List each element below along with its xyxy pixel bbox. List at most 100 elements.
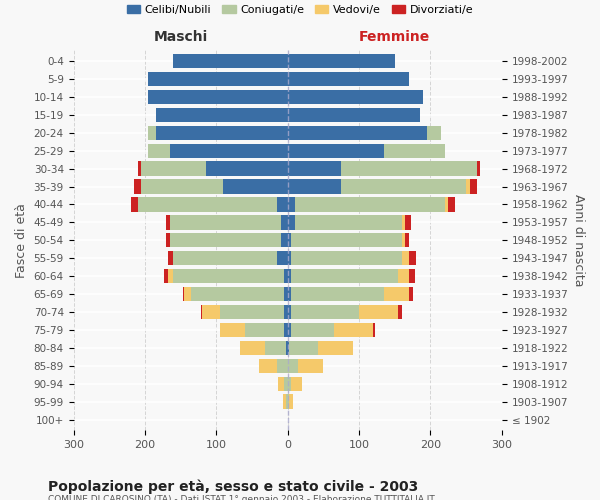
Text: Popolazione per età, sesso e stato civile - 2003: Popolazione per età, sesso e stato civil…: [48, 480, 418, 494]
Bar: [245, 323, 284, 337]
Bar: [166, 215, 170, 230]
Bar: [287, 376, 291, 391]
Bar: [283, 394, 286, 409]
Bar: [223, 180, 287, 194]
Bar: [287, 180, 341, 194]
Bar: [220, 305, 284, 319]
Bar: [291, 323, 334, 337]
Bar: [287, 126, 427, 140]
Bar: [402, 233, 406, 248]
Bar: [384, 287, 409, 301]
Bar: [398, 305, 402, 319]
Text: COMUNE DI CAROSINO (TA) - Dati ISTAT 1° gennaio 2003 - Elaborazione TUTTITALIA.I: COMUNE DI CAROSINO (TA) - Dati ISTAT 1° …: [48, 495, 435, 500]
Bar: [334, 323, 373, 337]
Bar: [284, 287, 287, 301]
Bar: [384, 144, 445, 158]
Bar: [170, 144, 287, 158]
Bar: [173, 54, 287, 68]
Bar: [287, 54, 395, 68]
Bar: [295, 215, 402, 230]
Bar: [287, 358, 298, 373]
Bar: [191, 287, 284, 301]
Bar: [287, 162, 341, 176]
Bar: [284, 376, 287, 391]
Bar: [291, 251, 402, 266]
Bar: [148, 144, 170, 158]
Bar: [287, 144, 384, 158]
Bar: [398, 269, 409, 283]
Bar: [427, 126, 441, 140]
Bar: [287, 198, 295, 211]
Bar: [406, 215, 411, 230]
Bar: [406, 233, 409, 248]
Bar: [284, 323, 287, 337]
Bar: [277, 358, 287, 373]
Bar: [138, 162, 142, 176]
Bar: [287, 251, 291, 266]
Bar: [287, 72, 409, 86]
Bar: [466, 180, 470, 194]
Bar: [402, 215, 406, 230]
Bar: [148, 126, 155, 140]
Bar: [281, 233, 287, 248]
Bar: [278, 376, 284, 391]
Bar: [289, 340, 317, 355]
Bar: [170, 215, 281, 230]
Bar: [291, 305, 359, 319]
Bar: [284, 269, 287, 283]
Bar: [286, 340, 287, 355]
Bar: [240, 340, 265, 355]
Bar: [286, 394, 287, 409]
Bar: [202, 305, 220, 319]
Bar: [291, 233, 402, 248]
Bar: [287, 269, 291, 283]
Y-axis label: Anni di nascita: Anni di nascita: [572, 194, 585, 286]
Y-axis label: Fasce di età: Fasce di età: [15, 203, 28, 278]
Text: Femmine: Femmine: [359, 30, 430, 44]
Bar: [173, 251, 277, 266]
Bar: [448, 198, 455, 211]
Text: Maschi: Maschi: [154, 30, 208, 44]
Bar: [373, 323, 375, 337]
Bar: [291, 287, 384, 301]
Bar: [155, 108, 287, 122]
Bar: [220, 323, 245, 337]
Bar: [265, 340, 286, 355]
Bar: [287, 394, 289, 409]
Bar: [359, 305, 398, 319]
Bar: [259, 358, 277, 373]
Bar: [295, 198, 445, 211]
Bar: [164, 269, 168, 283]
Bar: [277, 198, 287, 211]
Bar: [170, 233, 281, 248]
Bar: [148, 90, 287, 104]
Bar: [138, 198, 277, 211]
Bar: [168, 269, 173, 283]
Bar: [281, 215, 287, 230]
Bar: [287, 215, 295, 230]
Bar: [155, 126, 287, 140]
Bar: [183, 287, 184, 301]
Bar: [289, 394, 293, 409]
Bar: [291, 376, 302, 391]
Bar: [277, 251, 287, 266]
Bar: [298, 358, 323, 373]
Bar: [166, 233, 170, 248]
Bar: [409, 269, 415, 283]
Bar: [341, 162, 477, 176]
Bar: [206, 162, 287, 176]
Bar: [409, 251, 416, 266]
Bar: [287, 90, 424, 104]
Bar: [284, 305, 287, 319]
Bar: [134, 180, 142, 194]
Bar: [402, 251, 409, 266]
Bar: [477, 162, 481, 176]
Bar: [287, 305, 291, 319]
Bar: [287, 340, 289, 355]
Bar: [142, 180, 223, 194]
Bar: [173, 269, 284, 283]
Bar: [184, 287, 191, 301]
Bar: [200, 305, 202, 319]
Bar: [470, 180, 477, 194]
Bar: [291, 269, 398, 283]
